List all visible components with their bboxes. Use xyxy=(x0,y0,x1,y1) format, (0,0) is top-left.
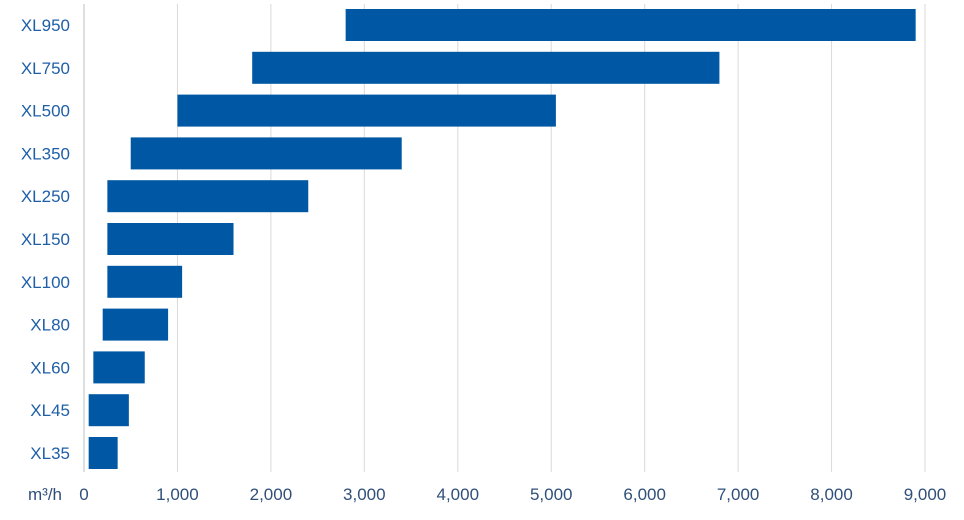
category-label: XL100 xyxy=(21,273,70,292)
x-tick-label: 4,000 xyxy=(437,485,480,504)
category-labels: XL950 XL750 XL500 XL350 XL250 XL150 XL100 XL80 X… xyxy=(21,16,70,463)
category-label: XL80 xyxy=(30,316,70,335)
category-label: XL250 xyxy=(21,187,70,206)
category-label: XL45 xyxy=(30,401,70,420)
bars xyxy=(88,9,916,469)
x-tick-label: 5,000 xyxy=(530,485,573,504)
bar-xl950 xyxy=(345,9,916,41)
bar-xl250 xyxy=(107,180,309,213)
bar-xl100 xyxy=(107,265,183,298)
x-axis-unit-label: m³/h xyxy=(28,485,62,504)
category-label: XL150 xyxy=(21,230,70,249)
x-tick-label: 1,000 xyxy=(156,485,199,504)
x-tick-label: 7,000 xyxy=(717,485,760,504)
bar-xl80 xyxy=(102,308,169,341)
x-tick-label: 6,000 xyxy=(623,485,666,504)
bar-xl60 xyxy=(93,351,145,384)
x-tick-label: 9,000 xyxy=(904,485,947,504)
category-label: XL950 xyxy=(21,16,70,35)
x-tick-label: 0 xyxy=(79,485,88,504)
category-label: XL35 xyxy=(30,444,70,463)
bar-xl45 xyxy=(88,394,129,427)
x-tick-label: 3,000 xyxy=(343,485,386,504)
bar-xl350 xyxy=(130,137,402,170)
category-label: XL750 xyxy=(21,59,70,78)
category-label: XL60 xyxy=(30,358,70,377)
x-tick-label: 8,000 xyxy=(810,485,853,504)
bar-xl500 xyxy=(177,94,556,127)
x-tick-labels: 0 1,000 2,000 3,000 4,000 5,000 6,000 7,000 8,00… xyxy=(79,485,946,504)
x-tick-label: 2,000 xyxy=(250,485,293,504)
category-label: XL350 xyxy=(21,144,70,163)
bar-xl150 xyxy=(107,223,234,255)
bar-xl35 xyxy=(88,437,118,469)
category-label: XL500 xyxy=(21,102,70,121)
bar-xl750 xyxy=(252,51,720,84)
